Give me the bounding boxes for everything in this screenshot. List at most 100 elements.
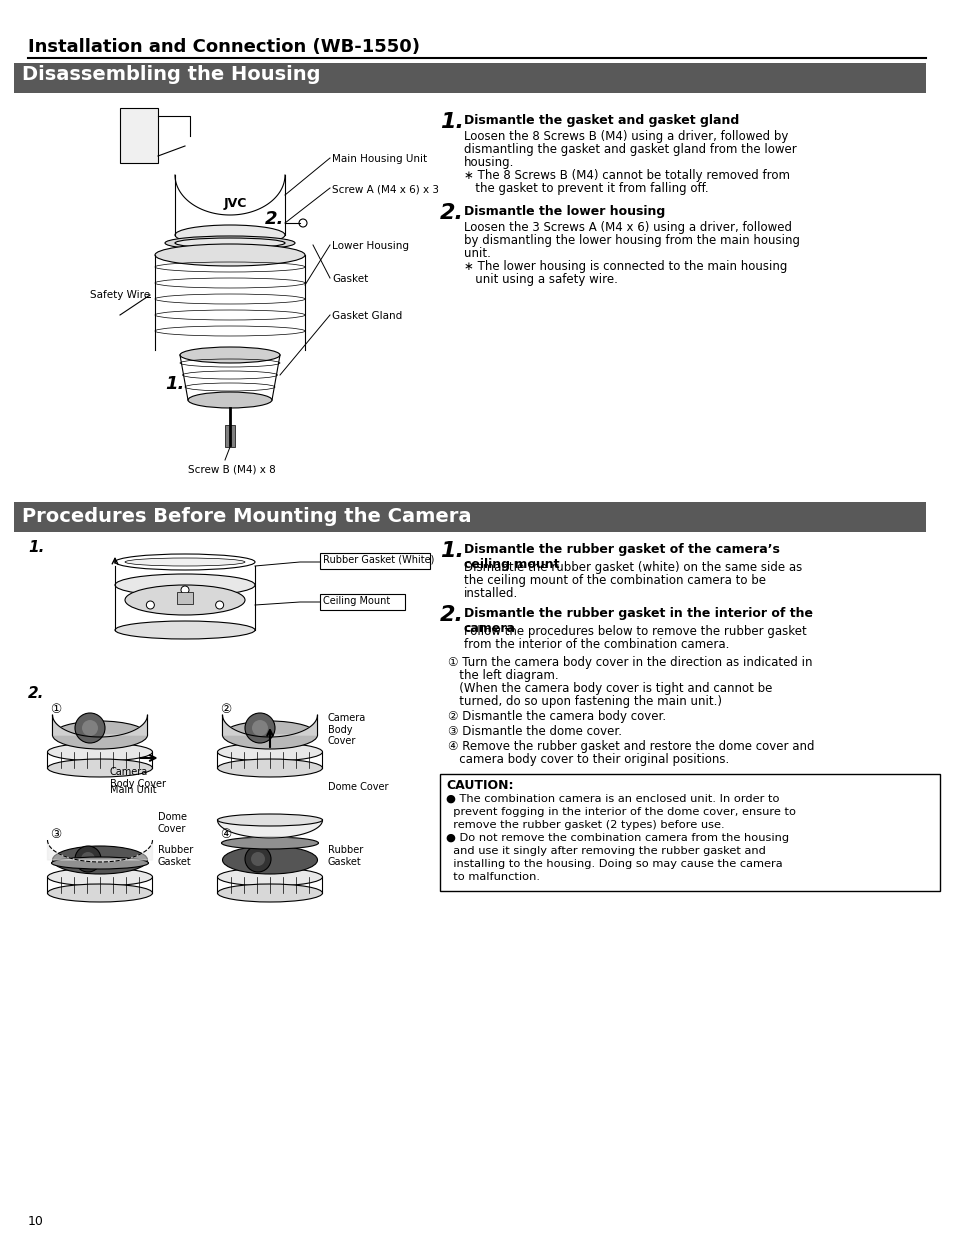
Text: Safety Wire: Safety Wire <box>90 290 150 300</box>
Ellipse shape <box>174 238 285 248</box>
Text: ③ Dismantle the dome cover.: ③ Dismantle the dome cover. <box>448 725 621 739</box>
Text: remove the rubber gasket (2 types) before use.: remove the rubber gasket (2 types) befor… <box>446 820 724 830</box>
Bar <box>319 553 430 569</box>
Bar <box>319 594 405 610</box>
Text: Gasket Gland: Gasket Gland <box>332 311 402 321</box>
Circle shape <box>82 720 98 736</box>
Text: the gasket to prevent it from falling off.: the gasket to prevent it from falling of… <box>463 182 708 195</box>
Text: 2.: 2. <box>439 203 463 224</box>
Ellipse shape <box>52 721 148 748</box>
Ellipse shape <box>115 574 254 597</box>
Text: Gasket: Gasket <box>332 274 368 284</box>
Text: JVC: JVC <box>223 196 247 210</box>
Text: Screw B (M4) x 8: Screw B (M4) x 8 <box>188 466 275 475</box>
Text: the ceiling mount of the combination camera to be: the ceiling mount of the combination cam… <box>463 574 765 587</box>
Circle shape <box>298 219 307 227</box>
Polygon shape <box>52 715 148 737</box>
Bar <box>225 425 234 447</box>
Bar <box>120 107 158 163</box>
Ellipse shape <box>217 868 322 885</box>
Text: turned, do so upon fastening the main unit.): turned, do so upon fastening the main un… <box>448 695 721 708</box>
Ellipse shape <box>217 884 322 902</box>
Text: Main Housing Unit: Main Housing Unit <box>332 154 427 164</box>
Ellipse shape <box>222 846 317 874</box>
Text: to malfunction.: to malfunction. <box>446 872 539 882</box>
Text: 10: 10 <box>28 1215 44 1228</box>
Ellipse shape <box>48 743 152 761</box>
Ellipse shape <box>125 585 245 615</box>
Text: Dome
Cover: Dome Cover <box>158 811 187 834</box>
Circle shape <box>215 601 223 609</box>
Circle shape <box>245 846 271 872</box>
Bar <box>177 592 193 604</box>
Text: Procedures Before Mounting the Camera: Procedures Before Mounting the Camera <box>22 508 471 526</box>
Circle shape <box>146 601 154 609</box>
Text: unit using a safety wire.: unit using a safety wire. <box>463 273 618 287</box>
Ellipse shape <box>221 837 318 848</box>
Text: ∗ The 8 Screws B (M4) cannot be totally removed from: ∗ The 8 Screws B (M4) cannot be totally … <box>463 169 789 182</box>
Ellipse shape <box>180 347 280 363</box>
Text: ④ Remove the rubber gasket and restore the dome cover and: ④ Remove the rubber gasket and restore t… <box>448 740 814 753</box>
Text: ② Dismantle the camera body cover.: ② Dismantle the camera body cover. <box>448 710 665 722</box>
Text: prevent fogging in the interior of the dome cover, ensure to: prevent fogging in the interior of the d… <box>446 806 795 818</box>
Text: camera body cover to their original positions.: camera body cover to their original posi… <box>448 753 728 766</box>
Ellipse shape <box>51 857 149 869</box>
Text: Installation and Connection (WB-1550): Installation and Connection (WB-1550) <box>28 38 419 56</box>
Text: Lower Housing: Lower Housing <box>332 241 409 251</box>
Text: 1.: 1. <box>28 540 45 555</box>
Text: ③: ③ <box>50 827 61 841</box>
Circle shape <box>181 585 189 594</box>
Ellipse shape <box>217 760 322 777</box>
Text: Dismantle the rubber gasket of the camera’s
ceiling mount: Dismantle the rubber gasket of the camer… <box>463 543 779 571</box>
Polygon shape <box>48 840 152 862</box>
Text: Screw A (M4 x 6) x 3: Screw A (M4 x 6) x 3 <box>332 184 438 194</box>
Circle shape <box>252 720 268 736</box>
Text: Follow the procedures below to remove the rubber gasket: Follow the procedures below to remove th… <box>463 625 806 638</box>
Text: Dismantle the lower housing: Dismantle the lower housing <box>463 205 664 219</box>
Text: housing.: housing. <box>463 156 514 169</box>
Text: 2.: 2. <box>28 685 45 701</box>
Text: Dismantle the gasket and gasket gland: Dismantle the gasket and gasket gland <box>463 114 739 127</box>
Text: ∗ The lower housing is connected to the main housing: ∗ The lower housing is connected to the … <box>463 261 786 273</box>
Circle shape <box>75 713 105 743</box>
Circle shape <box>81 852 95 866</box>
Text: 1.: 1. <box>165 375 184 393</box>
Ellipse shape <box>115 621 254 638</box>
Text: Dome Cover: Dome Cover <box>328 782 388 792</box>
Bar <box>439 774 939 890</box>
Text: by dismantling the lower housing from the main housing: by dismantling the lower housing from th… <box>463 233 800 247</box>
Text: and use it singly after removing the rubber gasket and: and use it singly after removing the rub… <box>446 846 765 856</box>
Text: 2.: 2. <box>439 605 463 625</box>
Ellipse shape <box>52 846 148 874</box>
Text: CAUTION:: CAUTION: <box>446 779 513 792</box>
Ellipse shape <box>217 743 322 761</box>
Text: ②: ② <box>220 703 231 716</box>
Ellipse shape <box>48 760 152 777</box>
Text: Camera
Body
Cover: Camera Body Cover <box>328 713 366 746</box>
Text: (When the camera body cover is tight and cannot be: (When the camera body cover is tight and… <box>448 682 772 695</box>
Text: Dismantle the rubber gasket (white) on the same side as: Dismantle the rubber gasket (white) on t… <box>463 561 801 574</box>
Polygon shape <box>217 820 322 839</box>
Text: Rubber Gasket (White): Rubber Gasket (White) <box>323 555 434 564</box>
Text: ● The combination camera is an enclosed unit. In order to: ● The combination camera is an enclosed … <box>446 794 779 804</box>
Bar <box>14 63 925 93</box>
Text: Dismantle the rubber gasket in the interior of the
camera: Dismantle the rubber gasket in the inter… <box>463 606 812 635</box>
Text: ④: ④ <box>220 827 231 841</box>
Text: 1.: 1. <box>439 541 463 561</box>
Text: Disassembling the Housing: Disassembling the Housing <box>22 65 320 84</box>
Ellipse shape <box>48 884 152 902</box>
Ellipse shape <box>165 236 294 249</box>
Circle shape <box>245 713 274 743</box>
Ellipse shape <box>115 555 254 571</box>
Text: Loosen the 8 Screws B (M4) using a driver, followed by: Loosen the 8 Screws B (M4) using a drive… <box>463 130 787 143</box>
Text: ① Turn the camera body cover in the direction as indicated in: ① Turn the camera body cover in the dire… <box>448 656 812 669</box>
Ellipse shape <box>48 868 152 885</box>
Text: the left diagram.: the left diagram. <box>448 669 558 682</box>
Text: unit.: unit. <box>463 247 491 261</box>
Text: installing to the housing. Doing so may cause the camera: installing to the housing. Doing so may … <box>446 860 781 869</box>
Circle shape <box>75 846 101 872</box>
Text: 1.: 1. <box>439 112 463 132</box>
Ellipse shape <box>125 558 245 566</box>
Ellipse shape <box>188 391 272 408</box>
Text: Main Unit: Main Unit <box>110 785 156 795</box>
